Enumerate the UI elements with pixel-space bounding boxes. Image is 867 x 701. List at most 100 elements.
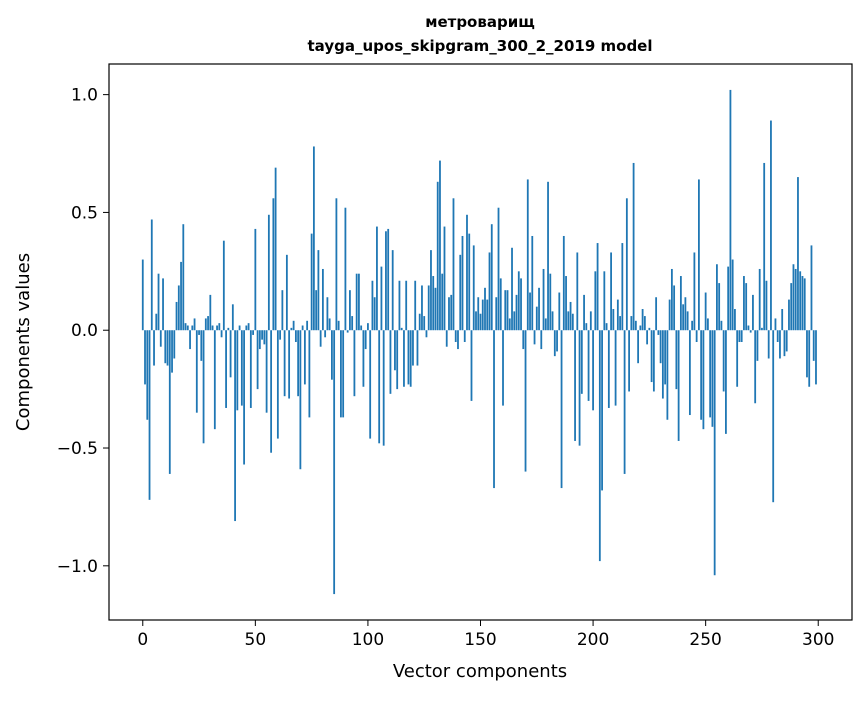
bar <box>317 250 320 331</box>
bar <box>189 330 191 350</box>
bar <box>490 224 493 331</box>
bar <box>522 330 525 350</box>
bar <box>612 309 615 331</box>
bar <box>603 271 606 331</box>
x-axis-label: Vector components <box>393 661 567 682</box>
bar <box>331 330 333 380</box>
bar <box>452 198 455 331</box>
bar <box>220 330 223 338</box>
bar <box>364 330 367 350</box>
bar <box>421 285 423 331</box>
bar <box>698 179 700 331</box>
bar <box>371 280 374 331</box>
bar <box>668 299 671 331</box>
bar <box>337 320 340 331</box>
bar <box>202 330 205 444</box>
bar <box>619 316 621 331</box>
bar <box>247 323 250 331</box>
y-axis-ticks: −1.0 −0.5 0.0 0.5 1.0 <box>57 86 109 577</box>
bar <box>535 306 538 331</box>
bar <box>677 330 680 441</box>
bar <box>231 304 234 331</box>
bar <box>511 247 513 331</box>
bar <box>801 276 804 331</box>
bar <box>193 318 196 331</box>
bar <box>245 325 248 331</box>
bar <box>776 330 779 342</box>
bar <box>216 325 218 331</box>
bar <box>560 330 563 489</box>
bar <box>164 330 167 364</box>
bar <box>457 330 459 350</box>
bar <box>382 330 385 446</box>
bar <box>616 299 619 331</box>
bar <box>443 226 446 331</box>
bar <box>589 311 592 331</box>
y-tick-label: −1.0 <box>57 557 98 577</box>
bar <box>326 297 329 331</box>
bar <box>628 330 630 392</box>
bar <box>475 311 477 331</box>
bar <box>731 259 734 331</box>
bar <box>459 254 462 331</box>
bar <box>256 330 259 390</box>
y-tick-label: 1.0 <box>71 86 98 106</box>
bar <box>587 330 590 401</box>
bar <box>209 294 212 331</box>
bar <box>211 325 214 331</box>
bar <box>146 330 149 420</box>
bar <box>236 330 239 411</box>
bar <box>387 228 390 331</box>
bar <box>229 330 232 378</box>
bar <box>315 290 318 331</box>
bar <box>574 330 576 441</box>
bar <box>556 330 558 352</box>
bars-group <box>141 89 817 595</box>
bar <box>691 320 694 331</box>
x-tick-label: 300 <box>802 630 834 650</box>
bar <box>688 330 691 416</box>
bar <box>157 273 160 331</box>
bar <box>585 323 588 331</box>
bar <box>376 226 378 331</box>
bar <box>391 250 394 331</box>
bar <box>396 330 399 390</box>
bar <box>303 330 306 385</box>
x-tick-label: 50 <box>245 630 267 650</box>
bar <box>380 266 383 331</box>
bar <box>299 330 302 470</box>
bar <box>254 228 257 331</box>
bar <box>704 292 707 331</box>
bar <box>227 327 230 331</box>
bar <box>497 207 500 331</box>
bar <box>279 330 282 340</box>
bar <box>481 299 484 331</box>
bar <box>754 330 757 404</box>
bar <box>175 301 178 331</box>
bar <box>544 318 547 331</box>
bar <box>770 120 772 331</box>
bar <box>272 198 275 331</box>
bar <box>405 280 408 331</box>
bar <box>270 330 273 453</box>
bar <box>294 330 297 342</box>
bar <box>400 327 403 331</box>
bar <box>637 330 640 364</box>
bar <box>592 330 594 411</box>
bar <box>652 330 655 392</box>
bar <box>533 330 536 345</box>
bar <box>504 290 507 331</box>
bar <box>657 330 660 335</box>
bar <box>394 330 396 371</box>
bar <box>479 313 482 331</box>
bar <box>648 327 651 331</box>
x-tick-label: 250 <box>689 630 721 650</box>
bar <box>758 268 761 331</box>
bar <box>716 264 718 331</box>
bar <box>693 252 696 331</box>
bar <box>558 292 561 331</box>
bar <box>308 330 311 418</box>
bar <box>267 214 270 331</box>
bar <box>515 294 518 331</box>
